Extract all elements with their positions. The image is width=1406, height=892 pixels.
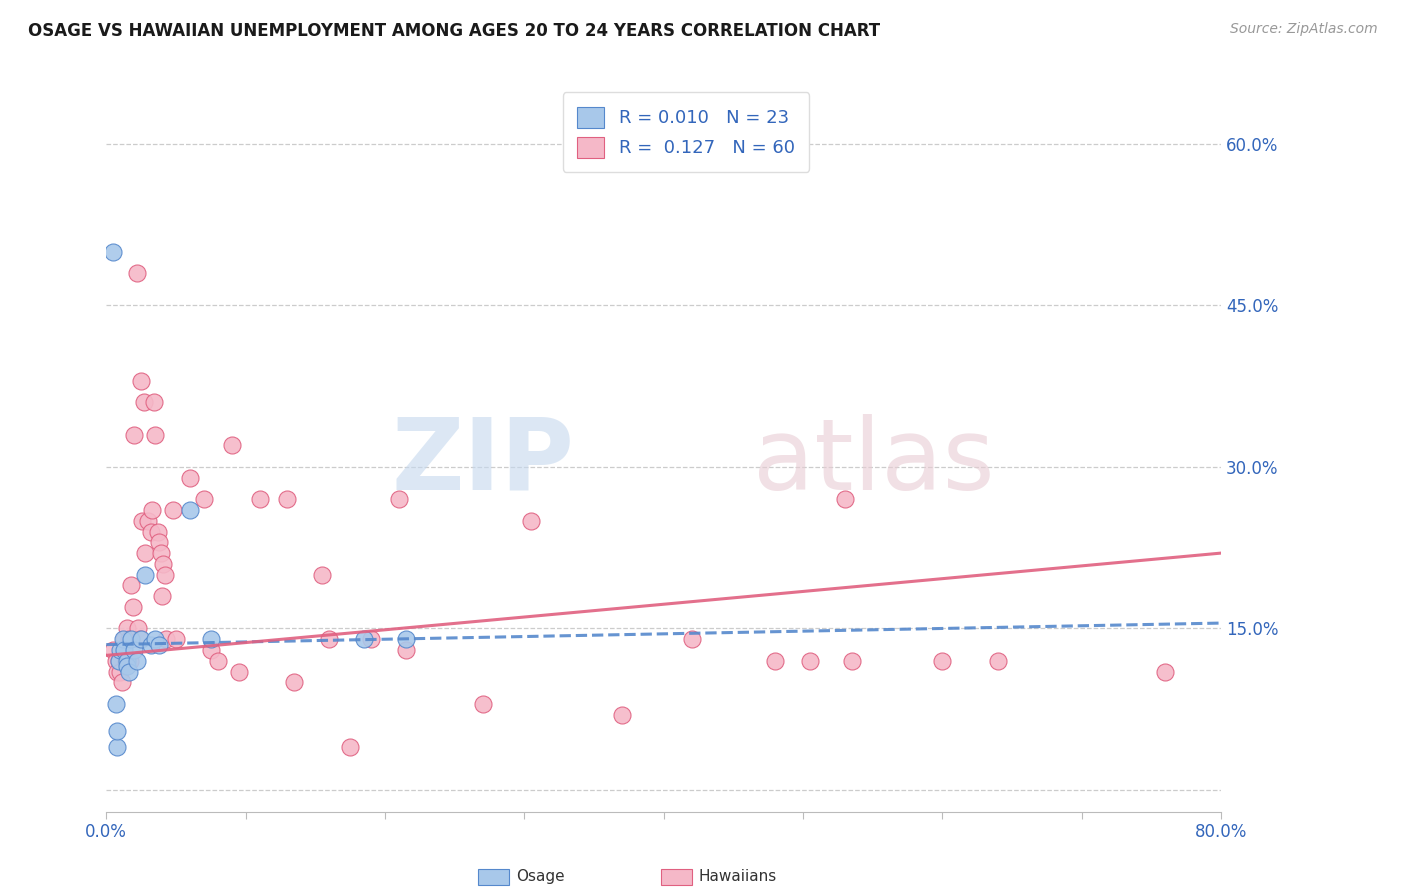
Point bbox=[107, 654, 129, 668]
Point bbox=[128, 632, 150, 647]
Point bbox=[105, 665, 128, 679]
Point bbox=[134, 567, 156, 582]
Point bbox=[125, 266, 148, 280]
Point bbox=[471, 697, 494, 711]
Text: atlas: atlas bbox=[752, 414, 994, 511]
Point bbox=[105, 739, 128, 754]
Point bbox=[148, 638, 170, 652]
Point bbox=[141, 503, 163, 517]
Point bbox=[987, 654, 1010, 668]
Point bbox=[799, 654, 821, 668]
Point bbox=[115, 659, 138, 673]
Text: Osage: Osage bbox=[516, 870, 565, 884]
Point bbox=[149, 546, 172, 560]
Point bbox=[228, 665, 250, 679]
Point bbox=[105, 723, 128, 738]
Point bbox=[112, 632, 135, 647]
Point bbox=[115, 622, 138, 636]
Point bbox=[143, 427, 166, 442]
Point bbox=[121, 599, 143, 614]
Point bbox=[125, 654, 148, 668]
Point bbox=[112, 643, 135, 657]
Point bbox=[1154, 665, 1177, 679]
Point bbox=[143, 632, 166, 647]
Point bbox=[834, 492, 856, 507]
Point bbox=[395, 632, 418, 647]
Point bbox=[103, 244, 125, 259]
Point bbox=[117, 632, 139, 647]
Point bbox=[129, 374, 152, 388]
Point bbox=[110, 675, 132, 690]
Point bbox=[122, 427, 145, 442]
Point bbox=[153, 567, 176, 582]
Point bbox=[318, 632, 340, 647]
Point bbox=[114, 654, 136, 668]
Point bbox=[179, 503, 201, 517]
Point bbox=[117, 665, 139, 679]
Text: OSAGE VS HAWAIIAN UNEMPLOYMENT AMONG AGES 20 TO 24 YEARS CORRELATION CHART: OSAGE VS HAWAIIAN UNEMPLOYMENT AMONG AGE… bbox=[28, 22, 880, 40]
Point bbox=[763, 654, 786, 668]
Point bbox=[103, 643, 125, 657]
Point bbox=[150, 589, 173, 603]
Point bbox=[931, 654, 953, 668]
Point bbox=[111, 632, 134, 647]
Point bbox=[129, 632, 152, 647]
Point bbox=[610, 707, 633, 722]
Point bbox=[142, 395, 165, 409]
Point bbox=[276, 492, 298, 507]
Point bbox=[108, 665, 131, 679]
Point bbox=[681, 632, 703, 647]
Point bbox=[162, 503, 184, 517]
Point bbox=[139, 524, 162, 539]
Point bbox=[136, 514, 159, 528]
Point bbox=[395, 643, 418, 657]
Point bbox=[139, 638, 162, 652]
Point bbox=[339, 739, 361, 754]
Point bbox=[841, 654, 863, 668]
Point bbox=[104, 697, 127, 711]
Point bbox=[200, 643, 222, 657]
Point bbox=[134, 546, 156, 560]
Point bbox=[108, 643, 131, 657]
Point bbox=[104, 654, 127, 668]
Point bbox=[122, 643, 145, 657]
Text: Hawaiians: Hawaiians bbox=[699, 870, 778, 884]
Point bbox=[311, 567, 333, 582]
Point bbox=[155, 632, 177, 647]
Point bbox=[353, 632, 375, 647]
Point bbox=[193, 492, 215, 507]
Point bbox=[249, 492, 271, 507]
Point bbox=[118, 654, 141, 668]
Point bbox=[146, 524, 169, 539]
Point bbox=[127, 622, 149, 636]
Point bbox=[221, 438, 243, 452]
Point bbox=[200, 632, 222, 647]
Point bbox=[179, 471, 201, 485]
Point bbox=[152, 557, 174, 571]
Point bbox=[131, 514, 153, 528]
Point bbox=[115, 654, 138, 668]
Point bbox=[165, 632, 187, 647]
Point bbox=[107, 654, 129, 668]
Point bbox=[207, 654, 229, 668]
Point bbox=[120, 578, 142, 592]
Point bbox=[360, 632, 382, 647]
Point bbox=[283, 675, 305, 690]
Point bbox=[148, 535, 170, 549]
Point bbox=[120, 632, 142, 647]
Point bbox=[132, 395, 155, 409]
Text: ZIP: ZIP bbox=[392, 414, 575, 511]
Text: Source: ZipAtlas.com: Source: ZipAtlas.com bbox=[1230, 22, 1378, 37]
Point bbox=[520, 514, 543, 528]
Point bbox=[388, 492, 411, 507]
Legend: R = 0.010   N = 23, R =  0.127   N = 60: R = 0.010 N = 23, R = 0.127 N = 60 bbox=[562, 93, 810, 172]
